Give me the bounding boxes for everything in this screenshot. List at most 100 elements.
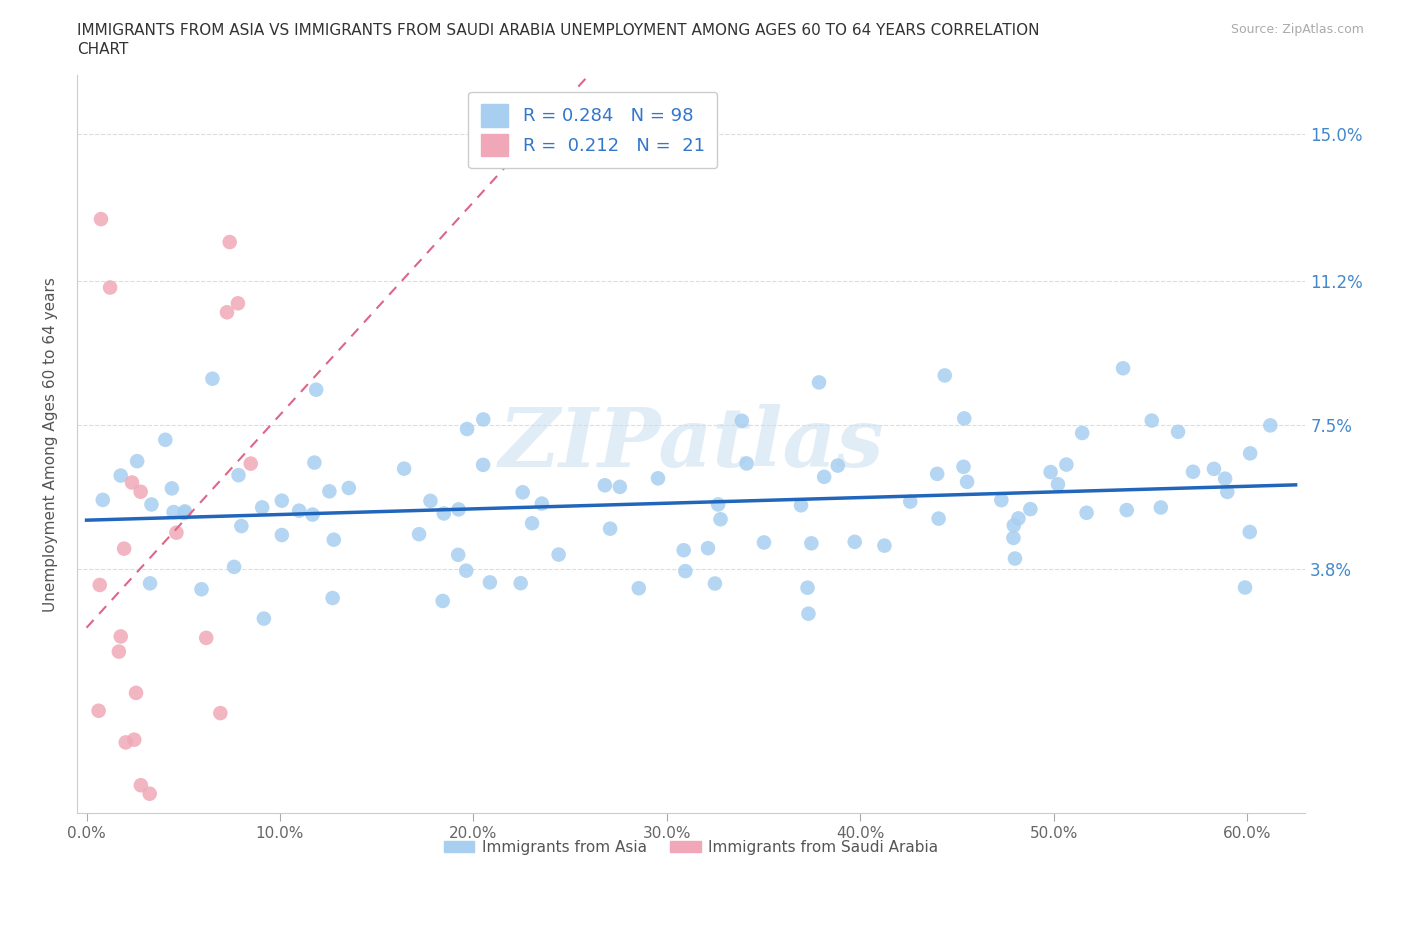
Point [114, 735, 136, 750]
Point [90, 212, 112, 227]
Point [1213, 472, 1236, 486]
Point [110, 629, 132, 644]
Point [138, 786, 160, 801]
Point [873, 538, 896, 553]
Point [108, 644, 131, 659]
Point [709, 512, 731, 526]
Point [953, 411, 976, 426]
Point [697, 540, 720, 555]
Point [1112, 361, 1135, 376]
Point [139, 576, 162, 591]
Point [141, 497, 163, 512]
Point [456, 421, 478, 436]
Point [322, 532, 344, 547]
Legend: Immigrants from Asia, Immigrants from Saudi Arabia: Immigrants from Asia, Immigrants from Sa… [437, 833, 945, 861]
Point [599, 521, 621, 536]
Point [456, 564, 478, 578]
Point [1071, 426, 1094, 441]
Y-axis label: Unemployment Among Ages 60 to 64 years: Unemployment Among Ages 60 to 64 years [44, 277, 58, 612]
Point [226, 296, 249, 311]
Point [301, 507, 323, 522]
Point [305, 382, 328, 397]
Point [129, 777, 152, 792]
Point [800, 536, 823, 551]
Point [288, 503, 311, 518]
Point [195, 631, 218, 645]
Point [1019, 501, 1042, 516]
Point [509, 576, 531, 591]
Point [304, 455, 326, 470]
Text: IMMIGRANTS FROM ASIA VS IMMIGRANTS FROM SAUDI ARABIA UNEMPLOYMENT AMONG AGES 60 : IMMIGRANTS FROM ASIA VS IMMIGRANTS FROM … [77, 23, 1040, 38]
Point [520, 516, 543, 531]
Point [827, 458, 849, 473]
Point [447, 502, 470, 517]
Point [127, 454, 149, 469]
Point [790, 498, 813, 512]
Point [928, 512, 950, 526]
Point [1239, 525, 1261, 539]
Text: ZIPatlas: ZIPatlas [498, 405, 884, 485]
Point [1039, 465, 1062, 480]
Point [173, 506, 195, 521]
Point [162, 505, 184, 520]
Point [1054, 458, 1077, 472]
Point [731, 413, 754, 428]
Point [447, 548, 470, 563]
Point [228, 468, 250, 483]
Point [209, 706, 232, 721]
Point [472, 458, 495, 472]
Point [934, 368, 956, 383]
Point [796, 580, 818, 595]
Point [703, 576, 725, 591]
Point [419, 494, 441, 509]
Point [432, 593, 454, 608]
Point [433, 506, 456, 521]
Point [1115, 502, 1137, 517]
Point [673, 564, 696, 578]
Point [593, 478, 616, 493]
Point [1181, 464, 1204, 479]
Point [735, 456, 758, 471]
Point [337, 481, 360, 496]
Point [392, 461, 415, 476]
Point [125, 685, 148, 700]
Point [1167, 424, 1189, 439]
Point [1076, 505, 1098, 520]
Point [231, 519, 253, 534]
Point [844, 535, 866, 550]
Point [239, 457, 262, 472]
Point [218, 234, 240, 249]
Point [1004, 551, 1026, 566]
Point [898, 494, 921, 509]
Point [1260, 418, 1282, 432]
Point [190, 582, 212, 597]
Point [813, 470, 835, 485]
Text: CHART: CHART [77, 42, 129, 57]
Point [627, 580, 650, 595]
Point [1216, 485, 1239, 499]
Point [112, 541, 135, 556]
Point [250, 500, 273, 515]
Point [1046, 477, 1069, 492]
Point [165, 525, 187, 540]
Point [609, 480, 631, 495]
Point [956, 474, 979, 489]
Point [174, 504, 197, 519]
Point [1234, 580, 1257, 595]
Point [647, 471, 669, 485]
Point [472, 412, 495, 427]
Point [1002, 530, 1025, 545]
Point [752, 535, 775, 550]
Point [270, 493, 292, 508]
Point [1202, 461, 1225, 476]
Point [927, 467, 949, 482]
Point [215, 305, 238, 320]
Point [952, 459, 974, 474]
Point [201, 371, 224, 386]
Point [121, 475, 143, 490]
Point [129, 485, 152, 499]
Point [87, 703, 110, 718]
Point [110, 468, 132, 483]
Point [530, 496, 553, 511]
Point [808, 375, 831, 390]
